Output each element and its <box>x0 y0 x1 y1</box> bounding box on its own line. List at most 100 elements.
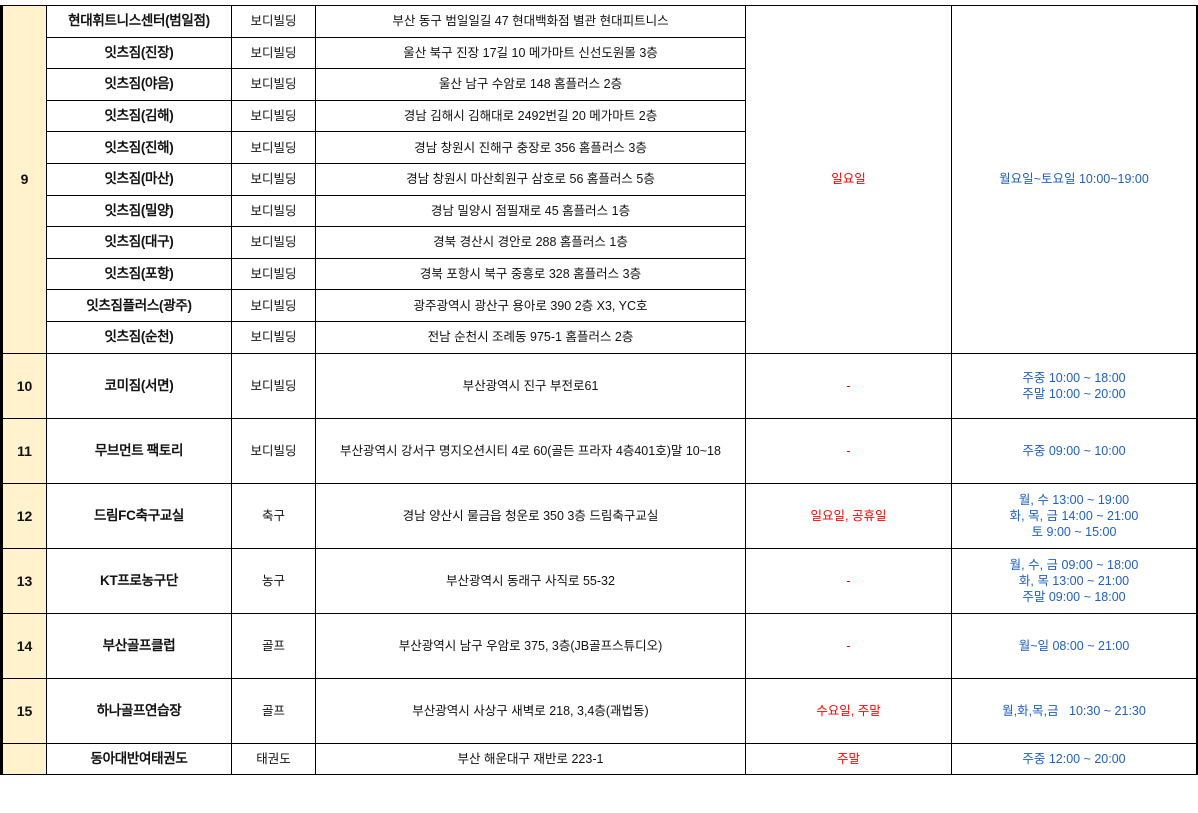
category: 태권도 <box>231 742 316 775</box>
facility-name: 무브먼트 팩토리 <box>46 417 232 484</box>
table-row: 10 코미짐(서면) 보디빌딩 부산광역시 진구 부전로61- 주중 10:00 ~ 1… <box>0 352 1198 419</box>
table-row: 잇츠짐플러스(광주) 보디빌딩 광주광역시 광산구 용아로 390 2층 X3, Y… <box>2 289 1198 322</box>
category: 골프 <box>231 677 316 744</box>
closed-days: 일요일 <box>745 5 952 354</box>
hours-line: 주중 09:00 ~ 10:00 <box>1022 443 1126 458</box>
address: 경남 창원시 마산회원구 삼호로 56 홈플러스 5층 <box>315 162 746 196</box>
facility-name: 잇츠짐(마산) <box>46 162 232 196</box>
table-row: 15 하나골프연습장 골프 부산광역시 사상구 새벽로 218, 3,4층(괘법동) 수… <box>0 677 1198 744</box>
closed-days: - <box>745 547 952 614</box>
category: 보디빌딩 <box>231 320 316 354</box>
facility-name: 부산골프클럽 <box>46 612 232 679</box>
category: 보디빌딩 <box>231 226 316 259</box>
closed-days: - <box>745 417 952 484</box>
address: 부산 동구 범일일길 47 현대백화점 별관 현대피트니스 <box>315 5 746 38</box>
table-row: 잇츠짐(김해) 보디빌딩 경남 김해시 김해대로 2492번길 20 메가마트 2층 <box>2 99 1198 133</box>
address: 경북 포항시 북구 중흥로 328 홈플러스 3층 <box>315 257 746 291</box>
table-row: 13 KT프로농구단 농구 부산광역시 동래구 사직로 55-32- 월, 수, 금 0… <box>0 547 1198 614</box>
row-number: 14 <box>0 612 47 679</box>
hours-line: 월~일 08:00 ~ 21:00 <box>1018 638 1130 653</box>
closed-days: 수요일, 주말 <box>745 677 952 744</box>
table-row: 12 드림FC축구교실 축구 경남 양산시 물금읍 청운로 350 3층 드림축구교실… <box>0 482 1198 549</box>
closed-days: 일요일, 공휴일 <box>745 482 952 549</box>
hours-line: 주말 10:00 ~ 20:00 <box>1022 386 1126 401</box>
hours-line: 주중 10:00 ~ 18:00 <box>1022 370 1126 385</box>
facility-name: 잇츠짐(야음) <box>46 68 232 101</box>
facility-name: 잇츠짐(진해) <box>46 131 232 164</box>
closed-days: - <box>745 612 952 679</box>
facility-name: 잇츠짐(포항) <box>46 257 232 291</box>
category: 보디빌딩 <box>231 68 316 101</box>
table-body: 9 현대휘트니스센터(범일점) 보디빌딩 부산 동구 범일일길 47 현대백화점 별관… <box>0 5 1198 775</box>
facility-name: 동아대반여태권도 <box>46 742 232 775</box>
opening-hours: 월~일 08:00 ~ 21:00 <box>951 612 1198 679</box>
facility-name: 드림FC축구교실 <box>46 482 232 549</box>
table-row: 동아대반여태권도 태권도 부산 해운대구 재반로 223-1 주말 주중 12:00 ~… <box>0 742 1198 775</box>
opening-hours: 주중 09:00 ~ 10:00 <box>951 417 1198 484</box>
table-row: 잇츠짐(야음) 보디빌딩 울산 남구 수암로 148 홈플러스 2층 <box>2 68 1198 101</box>
facility-name: 잇츠짐(진장) <box>46 36 232 70</box>
opening-hours: 주중 12:00 ~ 20:00 <box>951 742 1198 775</box>
address: 전남 순천시 조례동 975-1 홈플러스 2층 <box>315 320 746 354</box>
category: 골프 <box>231 612 316 679</box>
table-row: 11 무브먼트 팩토리 보디빌딩 부산광역시 강서구 명지오션시티 4로 60(골든 … <box>0 417 1198 484</box>
facility-name: 잇츠짐(순천) <box>46 320 232 354</box>
opening-hours: 월, 수, 금 09:00 ~ 18:00 화, 목 13:00 ~ 21:00 주… <box>951 547 1198 614</box>
facility-name: 하나골프연습장 <box>46 677 232 744</box>
table-row: 잇츠짐(대구) 보디빌딩 경북 경산시 경안로 288 홈플러스 1층 <box>2 226 1198 259</box>
category: 보디빌딩 <box>231 36 316 70</box>
table-row: 9 현대휘트니스센터(범일점) 보디빌딩 부산 동구 범일일길 47 현대백화점 별관… <box>0 5 1198 354</box>
table-row: 14 부산골프클럽 골프 부산광역시 남구 우암로 375, 3층(JB골프스튜디오)… <box>0 612 1198 679</box>
row-number: 11 <box>0 417 47 484</box>
hours-line: 토 9:00 ~ 15:00 <box>1031 524 1117 539</box>
category: 보디빌딩 <box>231 131 316 164</box>
opening-hours: 월,화,목,금 10:30 ~ 21:30 <box>951 677 1198 744</box>
hours-line: 화, 목, 금 14:00 ~ 21:00 <box>1009 508 1139 523</box>
facility-table: 9 현대휘트니스센터(범일점) 보디빌딩 부산 동구 범일일길 47 현대백화점 별관… <box>0 5 1198 775</box>
opening-hours: 월요일~토요일 10:00~19:00 <box>951 5 1198 354</box>
facility-name: 잇츠짐(김해) <box>46 99 232 133</box>
hours-line: 월,화,목,금 10:30 ~ 21:30 <box>1002 703 1146 718</box>
facility-name: KT프로농구단 <box>46 547 232 614</box>
hours-line: 화, 목 13:00 ~ 21:00 <box>1018 573 1130 588</box>
facility-name: 잇츠짐플러스(광주) <box>46 289 232 322</box>
hours-line: 주말 09:00 ~ 18:00 <box>1022 589 1126 604</box>
table-row: 잇츠짐(진장) 보디빌딩 울산 북구 진장 17길 10 메가마트 신선도원몰 3층 <box>2 36 1198 70</box>
address: 부산광역시 사상구 새벽로 218, 3,4층(괘법동) <box>315 677 746 744</box>
address: 부산 해운대구 재반로 223-1 <box>315 742 746 775</box>
row-number: 13 <box>0 547 47 614</box>
row-number: 12 <box>0 482 47 549</box>
address: 부산광역시 동래구 사직로 55-32 <box>315 547 746 614</box>
address: 부산광역시 진구 부전로61 <box>315 352 746 419</box>
address: 울산 남구 수암로 148 홈플러스 2층 <box>315 68 746 101</box>
hours-line: 월, 수 13:00 ~ 19:00 <box>1018 492 1130 507</box>
address: 부산광역시 남구 우암로 375, 3층(JB골프스튜디오) <box>315 612 746 679</box>
facility-name: 잇츠짐(밀양) <box>46 194 232 228</box>
category: 보디빌딩 <box>231 99 316 133</box>
address: 광주광역시 광산구 용아로 390 2층 X3, YC호 <box>315 289 746 322</box>
category: 보디빌딩 <box>231 194 316 228</box>
hours-line: 월, 수, 금 09:00 ~ 18:00 <box>1009 557 1139 572</box>
closed-days: - <box>745 352 952 419</box>
facility-name: 코미짐(서면) <box>46 352 232 419</box>
table-row: 잇츠짐(진해) 보디빌딩 경남 창원시 진해구 충장로 356 홈플러스 3층 <box>2 131 1198 164</box>
address: 부산광역시 강서구 명지오션시티 4로 60(골든 프라자 4층401호)말 1… <box>315 417 746 484</box>
table-row: 잇츠짐(포항) 보디빌딩 경북 포항시 북구 중흥로 328 홈플러스 3층 <box>2 257 1198 291</box>
table-row: 잇츠짐(순천) 보디빌딩 전남 순천시 조례동 975-1 홈플러스 2층 <box>2 320 1198 354</box>
opening-hours: 주중 10:00 ~ 18:00 주말 10:00 ~ 20:00 <box>951 352 1198 419</box>
category: 보디빌딩 <box>231 352 316 419</box>
address: 경북 경산시 경안로 288 홈플러스 1층 <box>315 226 746 259</box>
address: 경남 김해시 김해대로 2492번길 20 메가마트 2층 <box>315 99 746 133</box>
opening-hours: 월, 수 13:00 ~ 19:00 화, 목, 금 14:00 ~ 21:00 토… <box>951 482 1198 549</box>
row-number <box>0 742 47 775</box>
category: 보디빌딩 <box>231 417 316 484</box>
category: 보디빌딩 <box>231 289 316 322</box>
row-number: 9 <box>0 5 47 354</box>
table-row: 잇츠짐(마산) 보디빌딩 경남 창원시 마산회원구 삼호로 56 홈플러스 5층 <box>2 162 1198 196</box>
category: 농구 <box>231 547 316 614</box>
facility-name: 현대휘트니스센터(범일점) <box>46 5 232 38</box>
address: 경남 창원시 진해구 충장로 356 홈플러스 3층 <box>315 131 746 164</box>
facility-name: 잇츠짐(대구) <box>46 226 232 259</box>
row-number: 10 <box>0 352 47 419</box>
category: 보디빌딩 <box>231 5 316 38</box>
